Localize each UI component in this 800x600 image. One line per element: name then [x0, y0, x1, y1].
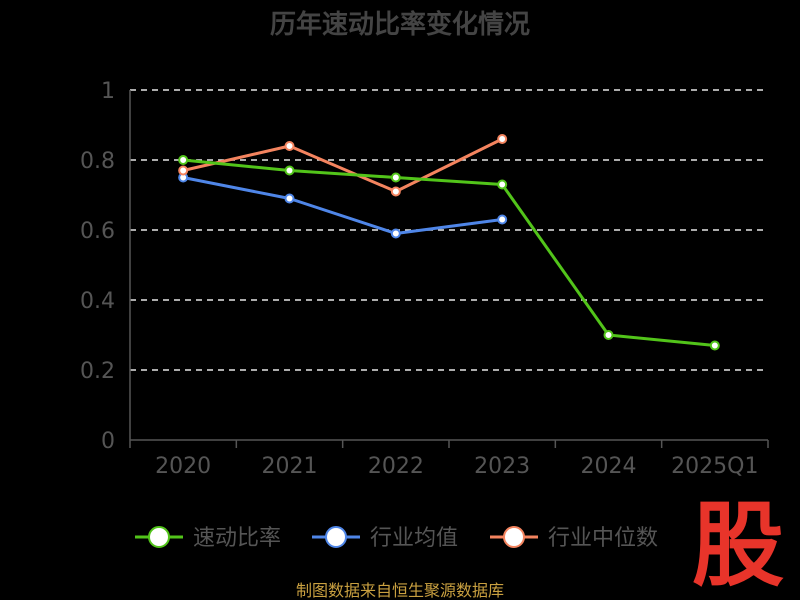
y-tick-label: 0.4 — [80, 289, 115, 314]
y-tick-label: 0.6 — [80, 219, 115, 244]
series-layer — [178, 134, 720, 351]
data-point — [497, 134, 508, 144]
legend-item: 速动比率 — [135, 526, 281, 551]
grid-lines — [130, 89, 768, 371]
series-1 — [178, 172, 508, 239]
data-point — [284, 193, 295, 204]
y-axis-tick-labels: 0 0.2 0.4 0.6 0.8 1 — [80, 79, 115, 454]
series-0 — [178, 155, 720, 351]
x-tick-label: 2020 — [155, 454, 211, 479]
source-text: 制图数据来自恒生聚源数据库 — [296, 581, 504, 600]
data-point — [709, 340, 720, 351]
legend-label: 行业中位数 — [548, 526, 658, 551]
x-tick-label: 2025Q1 — [671, 454, 758, 479]
x-tick-label: 2024 — [581, 454, 637, 479]
data-point — [497, 179, 508, 190]
y-tick-label: 1 — [101, 79, 115, 104]
legend-marker — [325, 526, 347, 548]
data-point — [390, 172, 401, 183]
x-axis-tick-labels: 2020 2021 2022 2023 2024 2025Q1 — [155, 454, 758, 479]
chart-title: 历年速动比率变化情况 — [270, 9, 530, 40]
x-tick-label: 2022 — [368, 454, 424, 479]
data-point — [497, 214, 508, 225]
x-tick-label: 2021 — [262, 454, 318, 479]
logo: 股 — [692, 492, 784, 599]
data-point — [390, 228, 401, 239]
legend-label: 速动比率 — [193, 526, 281, 551]
series-line — [182, 137, 503, 193]
data-point — [284, 165, 295, 176]
x-tick-label: 2023 — [474, 454, 530, 479]
data-point — [390, 186, 401, 197]
series-2 — [178, 134, 508, 197]
y-tick-label: 0.8 — [80, 149, 115, 174]
series-line — [183, 158, 715, 347]
x-axis-ticks — [129, 440, 769, 448]
legend-marker — [148, 526, 170, 548]
legend-label: 行业均值 — [370, 526, 458, 551]
legend-marker — [503, 526, 525, 548]
legend-item: 行业均值 — [312, 526, 458, 551]
legend: 速动比率 行业均值 行业中位数 — [135, 526, 658, 551]
data-point — [603, 330, 614, 340]
y-tick-label: 0 — [101, 429, 115, 454]
y-tick-label: 0.2 — [80, 359, 115, 384]
data-point — [178, 165, 189, 176]
legend-item: 行业中位数 — [490, 526, 658, 551]
data-point — [178, 155, 189, 165]
data-point — [284, 141, 295, 151]
series-line — [182, 176, 503, 235]
